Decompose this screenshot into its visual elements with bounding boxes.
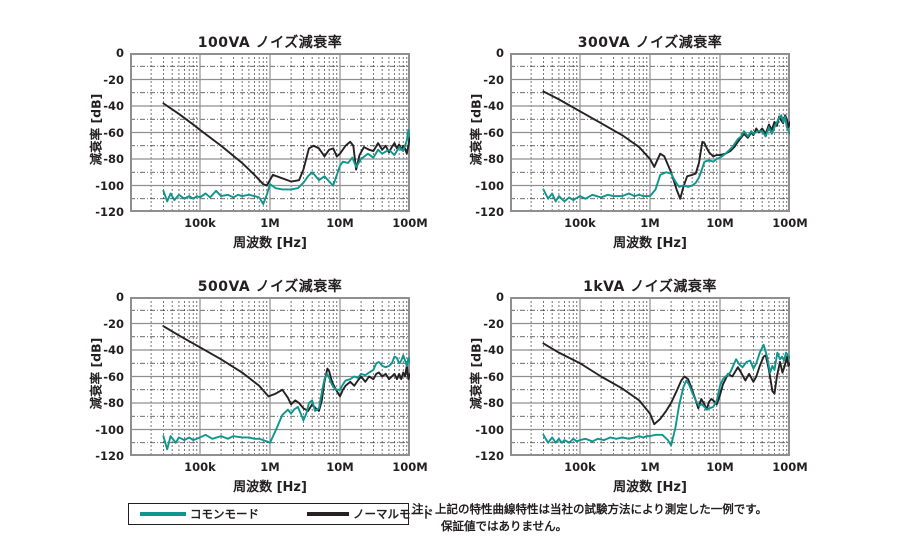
legend-entry-normal-mode: ノーマルモード [307,506,434,522]
y-tick--120: -120 [475,449,504,463]
curve-normal-mode [542,90,790,200]
y-tick-0: 0 [115,290,124,304]
y-tick-0: 0 [495,290,504,304]
x-axis-label: 周波数 [Hz] [613,236,687,251]
y-axis-label: 減衰率 [dB] [88,93,104,166]
y-axis-label: 減衰率 [dB] [468,93,484,166]
x-tick-100k: 100k [184,460,216,474]
note-line-1: 注：上記の特性曲線特性は当社の試験方法により測定した一例です。 [412,502,768,516]
common-mode-line-swatch [140,512,186,516]
legend: コモンモード ノーマルモード [128,503,434,525]
normal-mode-line-swatch [307,512,349,516]
x-tick-10M: 10M [326,216,354,230]
plot-border [510,297,790,456]
x-tick-10M: 10M [706,216,734,230]
x-axis-label: 周波数 [Hz] [233,480,307,495]
x-tick-100M: 100M [392,460,428,474]
x-tick-1M: 1M [260,216,280,230]
y-tick--120: -120 [475,205,504,219]
curve-normal-mode [542,342,790,426]
x-tick-100k: 100k [564,216,596,230]
chart-title-300va: 300VA ノイズ減衰率 [577,35,723,51]
x-tick-100M: 100M [772,460,808,474]
y-tick-0: 0 [115,46,124,60]
chart-title-500va: 500VA ノイズ減衰率 [197,279,343,295]
plot-area-1kva [510,297,790,456]
legend-entry-common-mode: コモンモード [140,506,259,522]
x-axis-label: 周波数 [Hz] [233,236,307,251]
legend-label-common-mode: コモンモード [190,507,259,521]
y-tick-0: 0 [495,46,504,60]
note-line-2: 保証値ではありません。 [441,519,568,533]
chart-panel-1kva: 1kVA ノイズ減衰率 減衰率 [dB] 0 -20 -40 -60 -80 -100 -1… [440,269,820,515]
plot-area-500va [130,297,410,456]
y-axis-label: 減衰率 [dB] [88,337,104,410]
x-tick-1M: 1M [640,460,660,474]
y-tick--120: -120 [95,205,124,219]
chart-title-100va: 100VA ノイズ減衰率 [197,35,343,51]
x-tick-10M: 10M [326,460,354,474]
x-tick-1M: 1M [260,460,280,474]
plot-area-100va [130,53,410,212]
chart-panel-500va: 500VA ノイズ減衰率 減衰率 [dB] 0 -20 -40 -60 -80 -100-… [60,269,440,515]
disclaimer-note: 注：上記の特性曲線特性は当社の試験方法により測定した一例です。 保証値ではありま… [412,501,767,535]
legend-label-normal-mode: ノーマルモード [353,507,434,521]
chart-title-1kva: 1kVA ノイズ減衰率 [583,279,717,295]
curve-common-mode [162,354,410,451]
curve-common-mode [162,128,410,206]
x-tick-100M: 100M [772,216,808,230]
curve-normal-mode [162,102,410,187]
chart-panel-300va: 300VA ノイズ減衰率 減衰率 [dB] 0 -20 -40 -60 -80 -100-… [440,25,820,271]
x-tick-100k: 100k [564,460,596,474]
chart-panel-100va: 100VA ノイズ減衰率 減衰率 [dB] 0 -20 -40 -60 -80 -100-… [60,25,440,271]
y-axis-label: 減衰率 [dB] [468,337,484,410]
curve-normal-mode [162,325,410,412]
y-tick--120: -120 [95,449,124,463]
x-tick-10M: 10M [706,460,734,474]
curve-common-mode [542,114,790,203]
plot-area-300va [510,53,790,212]
x-tick-1M: 1M [640,216,660,230]
x-axis-label: 周波数 [Hz] [613,480,687,495]
x-tick-100k: 100k [184,216,216,230]
x-tick-100M: 100M [392,216,428,230]
curve-common-mode [542,343,790,447]
